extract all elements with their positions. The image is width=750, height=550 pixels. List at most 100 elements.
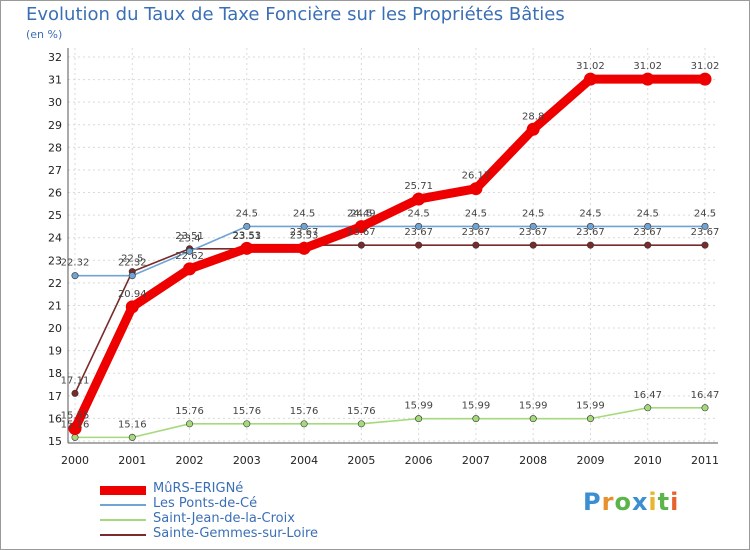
data-label: 24.5	[465, 208, 487, 219]
data-point	[529, 222, 537, 230]
data-label: 15.99	[576, 401, 605, 412]
data-point	[68, 422, 82, 436]
data-label: 26.17	[462, 171, 491, 182]
data-point	[357, 420, 365, 428]
legend-swatch	[100, 534, 146, 536]
legend-label: Saint-Jean-de-la-Croix	[153, 511, 295, 526]
data-point	[698, 72, 712, 86]
y-tick-label: 28	[48, 141, 62, 154]
y-tick-label: 17	[48, 390, 62, 403]
legend-swatch	[100, 519, 146, 521]
data-label: 23.67	[691, 227, 720, 238]
data-label: 15.76	[175, 406, 204, 417]
y-tick-label: 23	[48, 254, 62, 267]
legend-swatch	[100, 504, 146, 506]
data-label: 16.47	[691, 390, 720, 401]
data-point	[128, 433, 136, 441]
data-point	[529, 415, 537, 423]
data-label: 23.67	[462, 227, 491, 238]
data-label: 24.49	[347, 209, 376, 220]
data-label: 22.62	[175, 251, 204, 262]
data-point	[240, 241, 254, 255]
data-label: 24.5	[637, 208, 659, 219]
data-point	[644, 222, 652, 230]
y-tick-label: 18	[48, 367, 62, 380]
data-label: 23.53	[290, 230, 319, 241]
legend-label: Sainte-Gemmes-sur-Loire	[153, 526, 319, 541]
y-tick-label: 21	[48, 299, 62, 312]
data-label: 24.5	[350, 208, 372, 219]
y-tick-label: 15	[48, 435, 62, 448]
data-point	[300, 420, 308, 428]
data-point	[243, 420, 251, 428]
data-label: 15.55	[61, 411, 90, 422]
x-tick-label: 2011	[691, 454, 719, 467]
chart-subtitle: (en %)	[26, 28, 63, 41]
data-point	[183, 262, 197, 276]
data-label: 23.67	[290, 227, 319, 238]
data-point	[71, 433, 79, 441]
data-label: 24.5	[293, 208, 315, 219]
y-tick-label: 19	[48, 345, 62, 358]
y-tick-label: 20	[48, 322, 62, 335]
x-tick-label: 2010	[634, 454, 662, 467]
data-point	[469, 182, 483, 196]
data-label: 15.76	[290, 406, 319, 417]
y-tick-label: 32	[48, 51, 62, 64]
data-point	[186, 420, 194, 428]
data-label: 23.67	[519, 227, 548, 238]
y-tick-label: 16	[48, 412, 62, 425]
data-label: 20.94	[118, 289, 147, 300]
data-label: 28.8	[522, 111, 544, 122]
y-tick-label: 25	[48, 209, 62, 222]
series-line-1	[74, 225, 706, 277]
data-label: 23.53	[232, 230, 261, 241]
data-label: 23.4	[178, 233, 200, 244]
chart-title: Evolution du Taux de Taxe Foncière sur l…	[26, 4, 565, 25]
data-point	[583, 72, 597, 86]
data-point	[641, 72, 655, 86]
data-point	[128, 272, 136, 280]
data-label: 23.51	[175, 231, 204, 242]
logo-letter: P	[583, 488, 602, 516]
data-label: 22.32	[61, 258, 90, 269]
y-tick-label: 31	[48, 74, 62, 87]
data-label: 15.99	[519, 401, 548, 412]
data-point	[71, 272, 79, 280]
data-point	[472, 222, 480, 230]
data-point	[586, 222, 594, 230]
data-label: 23.67	[404, 227, 433, 238]
data-label: 22.5	[121, 254, 143, 265]
y-tick-label: 29	[48, 119, 62, 132]
data-label: 22.32	[118, 258, 147, 269]
data-point	[644, 404, 652, 412]
data-point	[701, 241, 709, 249]
y-tick-label: 24	[48, 232, 62, 245]
x-tick-label: 2000	[61, 454, 89, 467]
x-tick-label: 2006	[405, 454, 433, 467]
data-point	[701, 404, 709, 412]
data-point	[412, 192, 426, 206]
data-point	[529, 241, 537, 249]
logo-letter: x	[631, 488, 649, 516]
y-tick-label: 22	[48, 277, 62, 290]
data-label: 23.67	[633, 227, 662, 238]
x-tick-label: 2001	[118, 454, 146, 467]
data-label: 31.02	[691, 61, 720, 72]
data-label: 25.71	[404, 181, 433, 192]
data-label: 24.5	[694, 208, 716, 219]
data-label: 15.76	[232, 406, 261, 417]
data-point	[472, 241, 480, 249]
data-label: 17.11	[61, 375, 90, 386]
data-point	[644, 241, 652, 249]
data-point	[357, 241, 365, 249]
data-label: 24.5	[408, 208, 430, 219]
data-label: 15.76	[347, 406, 376, 417]
data-point	[415, 241, 423, 249]
data-point	[415, 415, 423, 423]
data-point	[186, 247, 194, 255]
logo-letter: i	[648, 488, 658, 516]
data-point	[297, 241, 311, 255]
legend-swatch	[100, 485, 146, 495]
